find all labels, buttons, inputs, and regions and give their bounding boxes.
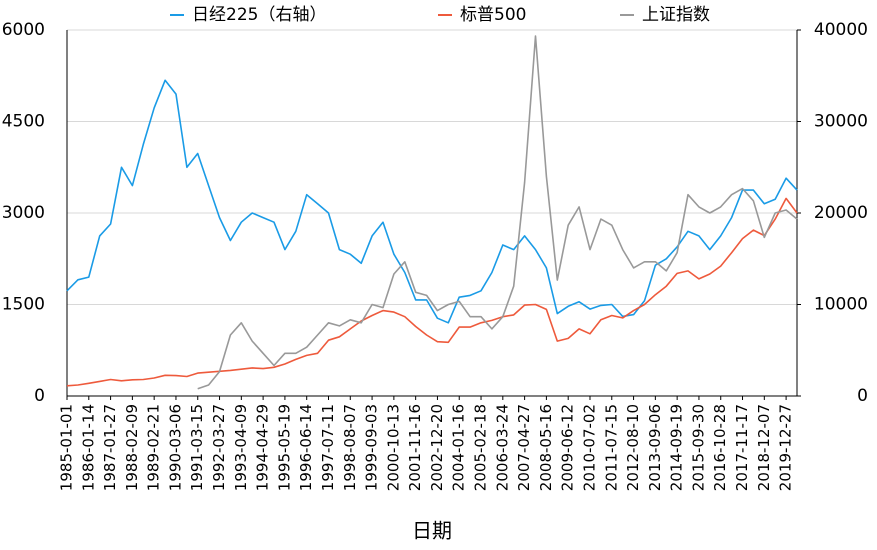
y2-tick-label: 10000 [814,295,868,315]
x-tick-label: 2007-04-27 [515,404,533,491]
x-tick-label: 1986-01-14 [79,404,97,491]
x-axis-label: 日期 [412,519,452,543]
x-tick-label: 2005-02-18 [472,404,490,491]
x-tick-label: 1991-03-15 [188,404,206,491]
y-tick-label: 6000 [2,20,45,40]
x-tick-label: 1998-08-07 [341,404,359,491]
y-tick-label: 3000 [2,203,45,223]
x-tick-label: 2017-11-17 [733,404,751,491]
x-tick-label: 1994-04-29 [254,404,272,491]
x-tick-label: 1989-02-21 [145,404,163,491]
y2-tick-label: 30000 [814,112,868,132]
x-tick-label: 1993-04-09 [232,404,250,491]
y2-tick-label: 40000 [814,20,868,40]
y-tick-label: 1500 [2,295,45,315]
x-tick-label: 1999-09-03 [363,404,381,491]
x-tick-label: 1990-03-06 [166,404,184,491]
legend-label: 上证指数 [642,5,710,25]
x-tick-label: 1992-03-27 [210,404,228,491]
x-tick-label: 2016-10-28 [711,404,729,491]
legend-label: 日经225（右轴） [192,5,326,25]
series-line [66,79,798,324]
x-tick-label: 2002-12-20 [428,404,446,491]
x-tick-label: 2010-07-02 [580,404,598,491]
x-tick-label: 2009-06-12 [559,404,577,491]
x-tick-label: 2018-12-07 [755,404,773,491]
y2-tick-label: 0 [857,386,868,406]
x-tick-label: 1987-01-27 [101,404,119,491]
x-tick-label: 2014-09-19 [668,404,686,491]
x-tick-label: 2001-11-16 [406,404,424,491]
x-tick-label: 2015-09-30 [689,404,707,491]
x-tick-label: 2011-07-15 [602,404,620,491]
x-tick-label: 1985-01-01 [58,404,76,491]
x-tick-label: 2019-12-27 [777,404,795,491]
x-tick-label: 2000-10-13 [384,404,402,491]
y2-tick-label: 20000 [814,203,868,223]
x-tick-label: 2012-08-10 [624,404,642,491]
x-tick-label: 2008-05-16 [537,404,555,491]
series-line [66,197,798,387]
y-tick-label: 4500 [2,112,45,132]
x-tick-label: 1997-07-11 [319,404,337,491]
y-tick-label: 0 [34,386,45,406]
x-tick-label: 2006-03-24 [493,404,511,491]
series-line [197,35,798,390]
x-tick-label: 2004-01-16 [450,404,468,491]
x-tick-label: 1996-06-14 [297,404,315,491]
legend-label: 标普500 [460,5,526,25]
x-tick-label: 1995-05-19 [275,404,293,491]
x-tick-label: 2013-09-06 [646,404,664,491]
x-tick-label: 1988-02-09 [123,404,141,491]
